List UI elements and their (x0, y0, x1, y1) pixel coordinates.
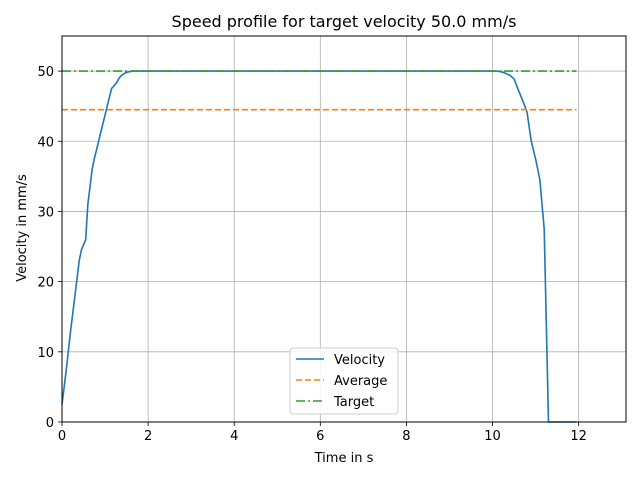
y-tick-label: 20 (37, 276, 54, 291)
y-axis-label: Velocity in mm/s (15, 174, 30, 282)
y-tick-label: 40 (37, 135, 54, 150)
legend-box (289, 347, 399, 415)
chart-title: Speed profile for target velocity 50.0 m… (172, 12, 517, 31)
x-axis-label: Time in s (314, 451, 374, 466)
legend: Velocity Average Target (289, 347, 399, 415)
x-tick-label: 12 (570, 429, 587, 444)
x-tick-label: 10 (484, 429, 501, 444)
plot-frame (61, 35, 627, 423)
y-tick-label: 50 (37, 65, 54, 80)
axis-ticks: 0 2 4 6 8 10 12 0 10 20 30 40 50 (37, 65, 586, 444)
series-lines (61, 70, 577, 423)
x-tick-label: 4 (230, 429, 238, 444)
x-tick-label: 6 (316, 429, 324, 444)
y-tick-label: 10 (37, 346, 54, 361)
legend-label-target: Target (333, 395, 374, 410)
velocity-series-line (61, 70, 577, 423)
y-tick-label: 0 (46, 416, 54, 431)
x-tick-label: 0 (58, 429, 66, 444)
y-tick-label: 30 (37, 205, 54, 220)
x-tick-label: 2 (144, 429, 152, 444)
legend-label-average: Average (334, 374, 387, 389)
x-tick-label: 8 (402, 429, 410, 444)
legend-label-velocity: Velocity (334, 353, 385, 368)
